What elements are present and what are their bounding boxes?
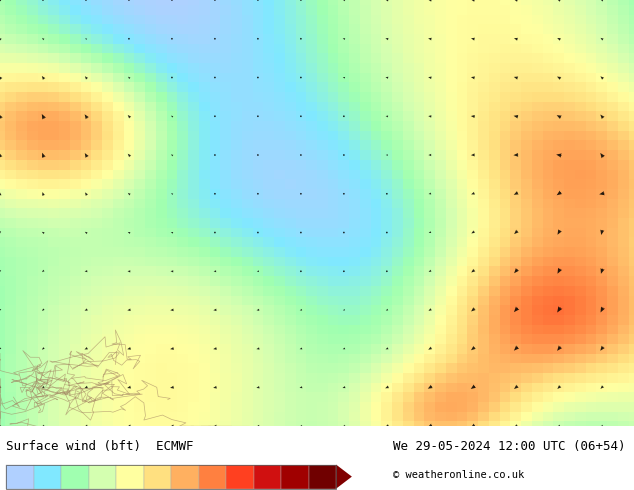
Bar [116,465,144,489]
Bar [6,465,34,489]
Bar [34,465,61,489]
Bar [89,465,116,489]
Bar [309,465,336,489]
Text: We 29-05-2024 12:00 UTC (06+54): We 29-05-2024 12:00 UTC (06+54) [393,441,626,453]
Bar [281,465,309,489]
Bar [61,465,89,489]
Text: © weatheronline.co.uk: © weatheronline.co.uk [393,470,524,480]
Bar [171,465,198,489]
Bar [144,465,171,489]
Text: Surface wind (bft)  ECMWF: Surface wind (bft) ECMWF [6,441,194,453]
Bar [198,465,226,489]
Bar [254,465,281,489]
Bar [6,465,336,489]
Polygon shape [336,465,352,489]
Bar [226,465,254,489]
